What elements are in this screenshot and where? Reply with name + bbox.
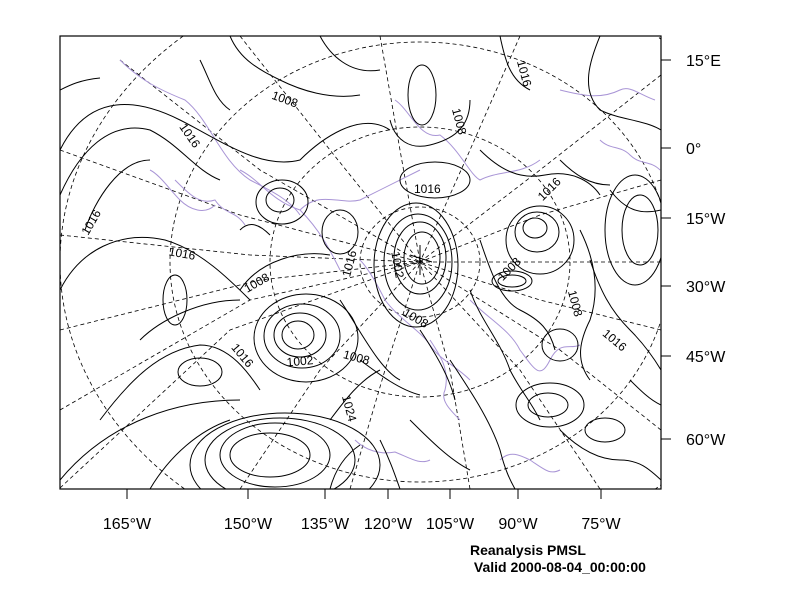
contour-label: 1008 (565, 289, 586, 319)
tick-label-x: 105°W (426, 516, 475, 533)
tick-label-y: 15°E (686, 53, 721, 70)
tick-label-y: 45°W (686, 349, 726, 366)
contour-labels: 1008 1016 1016 1016 1016 1008 1008 1016 … (78, 59, 629, 424)
contour-label: 1016 (414, 182, 441, 196)
contour-label: 1008 (449, 107, 470, 137)
contour-label: 1002 (388, 250, 406, 279)
contour-label: 1016 (514, 59, 535, 89)
tick-label-x: 90°W (498, 516, 538, 533)
contour-label: 1016 (176, 121, 203, 151)
graticule (60, 36, 661, 489)
caption-valid-time: Valid 2000-08-04_00:00:00 (470, 559, 646, 575)
tick-label-x: 75°W (581, 516, 621, 533)
tick-label-y: 15°W (686, 211, 726, 228)
contour-label: 1016 (535, 174, 564, 203)
map-frame (59, 35, 662, 490)
contour-label: 1008 (342, 347, 372, 368)
contours (60, 36, 661, 489)
tick-label-x: 150°W (224, 516, 273, 533)
tick-label-y: 60°W (686, 432, 726, 449)
contour-label: 1002 (286, 353, 314, 369)
contour-label: 1008 (495, 254, 524, 283)
tick-label-y: 30°W (686, 279, 726, 296)
right-axis (661, 59, 671, 440)
contour-label: 1016 (228, 341, 256, 371)
contour-label: 1016 (339, 249, 360, 279)
tick-label-y: 0° (686, 141, 701, 158)
tick-label-x: 165°W (103, 516, 152, 533)
contour-label: 1008 (242, 270, 272, 296)
contour-label: 1024 (339, 394, 360, 424)
tick-label-x: 120°W (364, 516, 413, 533)
contour-label: 1008 (270, 88, 300, 110)
coastlines (119, 59, 661, 473)
contour-label: 1016 (168, 244, 197, 262)
contour-label: 1016 (78, 207, 104, 237)
tick-label-x: 135°W (301, 516, 350, 533)
contour-label: 1016 (600, 326, 630, 354)
caption-title: Reanalysis PMSL (470, 542, 586, 558)
bottom-axis (126, 489, 602, 499)
